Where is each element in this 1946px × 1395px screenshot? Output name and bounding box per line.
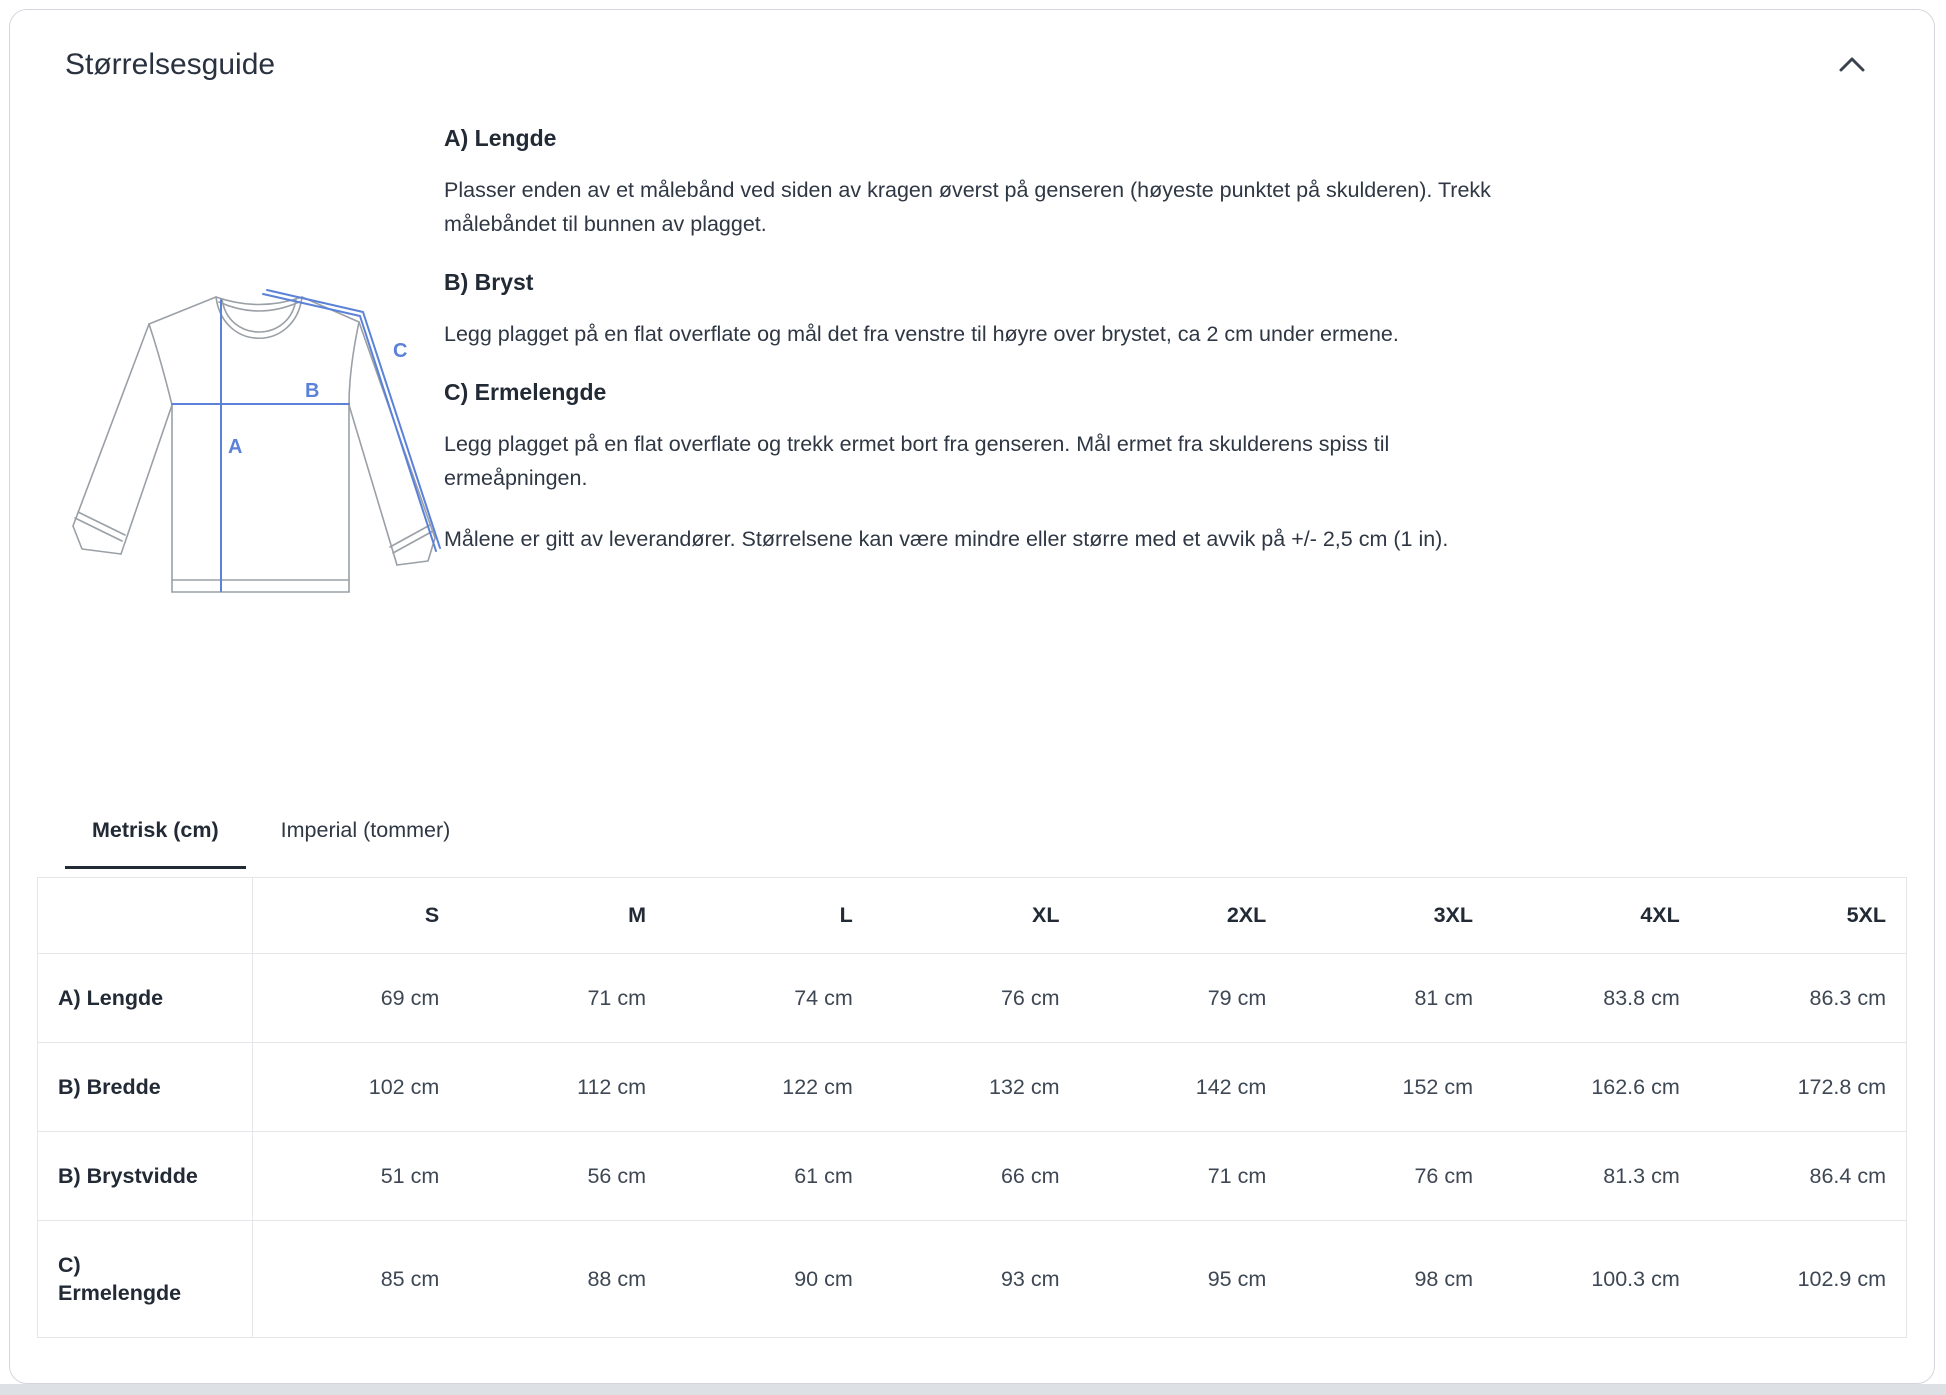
measurement-cell: 71 cm	[1079, 1131, 1287, 1221]
diagram-label-a: A	[228, 436, 242, 458]
measurement-lines	[171, 289, 441, 592]
measurement-cell: 152 cm	[1286, 1042, 1493, 1132]
tolerance-note: Målene er gitt av leverandører. Størrels…	[444, 527, 1449, 551]
measurement-cell: 69 cm	[252, 953, 460, 1043]
measurement-cell: 86.3 cm	[1699, 953, 1907, 1043]
measurement-cell: 102.9 cm	[1699, 1220, 1907, 1338]
size-column-header: 4XL	[1493, 877, 1700, 954]
size-column-header: 5XL	[1699, 877, 1907, 954]
table-row: B) Brystvidde 51 cm 56 cm 61 cm 66 cm 71…	[37, 1131, 1907, 1221]
instructions-text: A) Lengde Plasser enden av et målebånd v…	[441, 124, 1529, 640]
instruction-body-c: Legg plagget på en flat overflate og tre…	[444, 432, 1390, 490]
size-column-header: XL	[872, 877, 1080, 954]
measurement-instructions-section: A B C A) Lengde Plasser enden av et måle…	[37, 124, 1907, 640]
panel-header: Størrelsesguide	[37, 48, 1907, 82]
sweater-diagram: A B C	[49, 220, 441, 640]
table-row: B) Bredde 102 cm 112 cm 122 cm 132 cm 14…	[37, 1042, 1907, 1132]
instruction-heading-a: A) Lengde	[444, 125, 557, 151]
measurement-cell: 112 cm	[459, 1042, 666, 1132]
measurement-line-c	[266, 289, 441, 549]
measurement-cell: 83.8 cm	[1493, 953, 1700, 1043]
measurement-cell: 100.3 cm	[1493, 1220, 1700, 1338]
instruction-body-a: Plasser enden av et målebånd ved siden a…	[444, 178, 1491, 236]
measurement-cell: 90 cm	[666, 1220, 873, 1338]
measurement-cell: 79 cm	[1079, 953, 1287, 1043]
row-label: C) Ermelengde	[37, 1220, 253, 1338]
tab-metric[interactable]: Metrisk (cm)	[65, 818, 246, 869]
measurement-cell: 142 cm	[1079, 1042, 1287, 1132]
row-label: B) Brystvidde	[37, 1131, 253, 1221]
unit-tabs: Metrisk (cm) Imperial (tommer)	[37, 818, 1907, 869]
instruction-heading-c: C) Ermelengde	[444, 379, 607, 405]
diagram-label-b: B	[305, 380, 319, 402]
measurement-cell: 122 cm	[666, 1042, 873, 1132]
table-row: A) Lengde 69 cm 71 cm 74 cm 76 cm 79 cm …	[37, 953, 1907, 1043]
measurement-cell: 95 cm	[1079, 1220, 1287, 1338]
measurement-cell: 162.6 cm	[1493, 1042, 1700, 1132]
measurement-cell: 74 cm	[666, 953, 873, 1043]
measurement-cell: 93 cm	[872, 1220, 1080, 1338]
panel-title: Størrelsesguide	[65, 48, 276, 81]
collapse-button[interactable]	[1833, 50, 1871, 81]
size-column-header: 2XL	[1079, 877, 1287, 954]
page-background-strip	[0, 1384, 1946, 1395]
row-label: A) Lengde	[37, 953, 253, 1043]
measurement-cell: 56 cm	[459, 1131, 666, 1221]
size-table: S M L XL 2XL 3XL 4XL 5XL A) Lengde 69 cm…	[37, 877, 1907, 1338]
measurement-cell: 81 cm	[1286, 953, 1493, 1043]
diagram-label-c: C	[393, 340, 407, 362]
measurement-line-c2	[262, 293, 437, 552]
size-column-header: S	[252, 877, 460, 954]
row-label: B) Bredde	[37, 1042, 253, 1132]
tab-imperial[interactable]: Imperial (tommer)	[254, 818, 478, 869]
measurement-cell: 61 cm	[666, 1131, 873, 1221]
measurement-cell: 98 cm	[1286, 1220, 1493, 1338]
size-table-header-row: S M L XL 2XL 3XL 4XL 5XL	[37, 877, 1907, 954]
measurement-cell: 66 cm	[872, 1131, 1080, 1221]
measurement-cell: 102 cm	[252, 1042, 460, 1132]
measurement-cell: 132 cm	[872, 1042, 1080, 1132]
measurement-cell: 81.3 cm	[1493, 1131, 1700, 1221]
measurement-cell: 76 cm	[872, 953, 1080, 1043]
measurement-cell: 76 cm	[1286, 1131, 1493, 1221]
size-guide-panel: Størrelsesguide	[9, 9, 1935, 1384]
measurement-cell: 71 cm	[459, 953, 666, 1043]
table-row: C) Ermelengde 85 cm 88 cm 90 cm 93 cm 95…	[37, 1220, 1907, 1338]
measurement-cell: 86.4 cm	[1699, 1131, 1907, 1221]
chevron-up-icon	[1839, 57, 1865, 75]
size-column-header: M	[459, 877, 666, 954]
measurement-cell: 172.8 cm	[1699, 1042, 1907, 1132]
sweater-outline	[72, 296, 436, 593]
size-table-corner-cell	[37, 877, 253, 954]
measurement-cell: 51 cm	[252, 1131, 460, 1221]
instruction-body-b: Legg plagget på en flat overflate og mål…	[444, 322, 1399, 346]
instruction-heading-b: B) Bryst	[444, 269, 534, 295]
size-column-header: 3XL	[1286, 877, 1493, 954]
measurement-cell: 85 cm	[252, 1220, 460, 1338]
size-column-header: L	[666, 877, 873, 954]
measurement-cell: 88 cm	[459, 1220, 666, 1338]
